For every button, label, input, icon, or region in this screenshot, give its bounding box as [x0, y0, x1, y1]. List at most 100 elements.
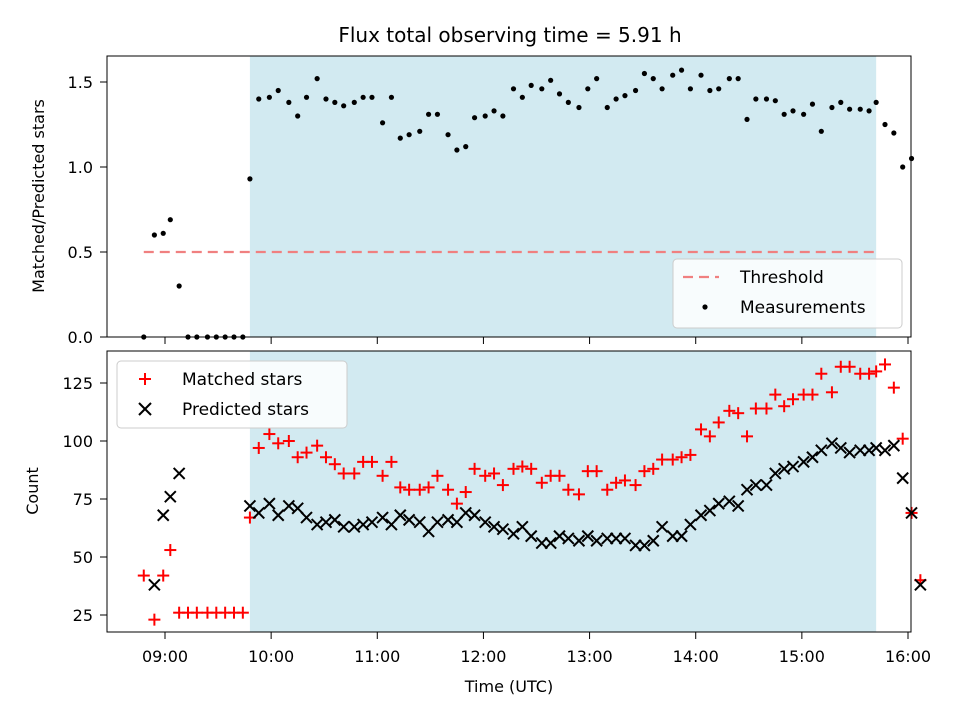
top-y-ticks: 0.0 0.5 1.0 1.5	[68, 73, 107, 347]
measurement-point	[670, 72, 676, 78]
measurement-point	[314, 76, 320, 82]
matched-star-point	[459, 486, 472, 499]
matched-star-point	[365, 455, 378, 468]
measurement-point	[397, 135, 403, 141]
measurement-point	[539, 86, 545, 92]
predicted-star-point	[905, 506, 918, 520]
predicted-star-point	[263, 497, 276, 510]
measurement-point	[707, 87, 713, 94]
measurement-point	[434, 111, 441, 117]
predicted-star-point	[914, 578, 927, 592]
measurement-point	[266, 94, 272, 100]
matched-star-point	[488, 467, 501, 480]
predicted-star-point	[507, 527, 520, 541]
predicted-star-point	[572, 534, 586, 547]
y-tick-label: 1.0	[68, 158, 93, 177]
measurement-point	[908, 155, 915, 162]
matched-star-point	[164, 544, 177, 557]
predicted-star-point	[675, 529, 688, 543]
measurement-point	[341, 103, 347, 109]
measurement-point	[818, 128, 824, 134]
matched-star-point	[712, 416, 725, 429]
matched-star-point	[413, 483, 426, 496]
legend-threshold-label: Threshold	[739, 268, 824, 288]
bottom-plot-frame	[106, 350, 912, 633]
matched-star-point	[896, 432, 909, 445]
measurement-point	[417, 128, 423, 134]
matched-star-point	[236, 606, 249, 619]
matched-star-point	[157, 569, 170, 582]
x-axis-label: Time (UTC)	[464, 677, 553, 696]
predicted-star-point	[431, 515, 444, 529]
matched-star-point	[684, 448, 697, 461]
matched-star-point	[590, 465, 603, 478]
matched-star-point	[638, 465, 651, 478]
matched-star-point	[479, 469, 492, 482]
predicted-star-point	[786, 460, 800, 473]
bottom-x-ticks: 09:00 10:00 11:00 12:00 13:00 14:00 15:00 16:00	[142, 632, 931, 666]
matched-star-point	[870, 365, 883, 378]
predicted-star-point	[252, 506, 265, 520]
matched-star-point	[601, 483, 614, 496]
measurement-point	[659, 86, 665, 92]
measurement-point	[256, 96, 262, 102]
x-tick-label: 12:00	[460, 647, 506, 666]
matched-star-point	[760, 402, 773, 415]
matched-star-point	[610, 476, 623, 489]
legend-measurements-swatch	[702, 304, 708, 310]
measurement-point	[510, 86, 517, 92]
predicted-star-point	[694, 509, 708, 522]
measurement-point	[369, 94, 375, 100]
y-tick-label: 0.0	[68, 328, 93, 347]
matched-star-point	[629, 479, 642, 492]
measurement-point	[873, 99, 879, 105]
matched-star-point	[806, 388, 819, 401]
matched-star-point	[507, 462, 520, 475]
predicted-star-point	[869, 441, 883, 455]
measurement-point	[303, 94, 310, 100]
measurement-point	[735, 76, 741, 82]
predicted-star-point	[562, 532, 575, 545]
matched-star-point	[749, 402, 762, 415]
matched-star-point	[703, 430, 716, 443]
measurement-point	[801, 111, 807, 117]
matched-star-point	[442, 483, 455, 496]
predicted-star-point	[843, 446, 856, 459]
y-tick-label: 75	[73, 490, 93, 509]
predicted-star-point	[731, 499, 745, 513]
measurement-point	[275, 87, 281, 94]
y-tick-label: 1.5	[68, 73, 93, 92]
predicted-star-point	[172, 467, 186, 480]
matched-star-point	[319, 451, 332, 464]
measurement-point	[528, 82, 534, 88]
matched-star-point	[516, 460, 529, 473]
measurement-point	[891, 130, 897, 136]
measurement-point	[650, 76, 656, 82]
y-tick-label: 0.5	[68, 243, 93, 262]
matched-star-point	[263, 428, 276, 441]
y-tick-label: 50	[73, 548, 93, 567]
measurement-point	[744, 116, 750, 122]
matched-star-point	[403, 483, 416, 496]
measurement-point	[632, 87, 639, 94]
predicted-star-point	[749, 478, 763, 492]
x-tick-label: 10:00	[248, 647, 294, 666]
predicted-star-point	[164, 490, 177, 503]
measurement-point	[360, 94, 366, 100]
predicted-star-point	[618, 532, 632, 545]
measurement-point	[613, 96, 619, 102]
predicted-star-point	[524, 529, 538, 543]
predicted-star-point	[723, 495, 736, 508]
measurement-point	[585, 86, 591, 92]
measurement-point	[286, 99, 292, 105]
top-legend-box	[672, 258, 903, 329]
predicted-star-point	[854, 444, 867, 457]
predicted-star-point	[806, 451, 819, 464]
predicted-star-point	[666, 529, 679, 543]
matched-star-point	[311, 439, 324, 452]
x-tick-label: 11:00	[354, 647, 400, 666]
measurement-point	[491, 108, 497, 114]
matched-star-point	[190, 606, 203, 619]
matched-star-point	[450, 497, 463, 510]
measurement-point	[463, 144, 469, 150]
